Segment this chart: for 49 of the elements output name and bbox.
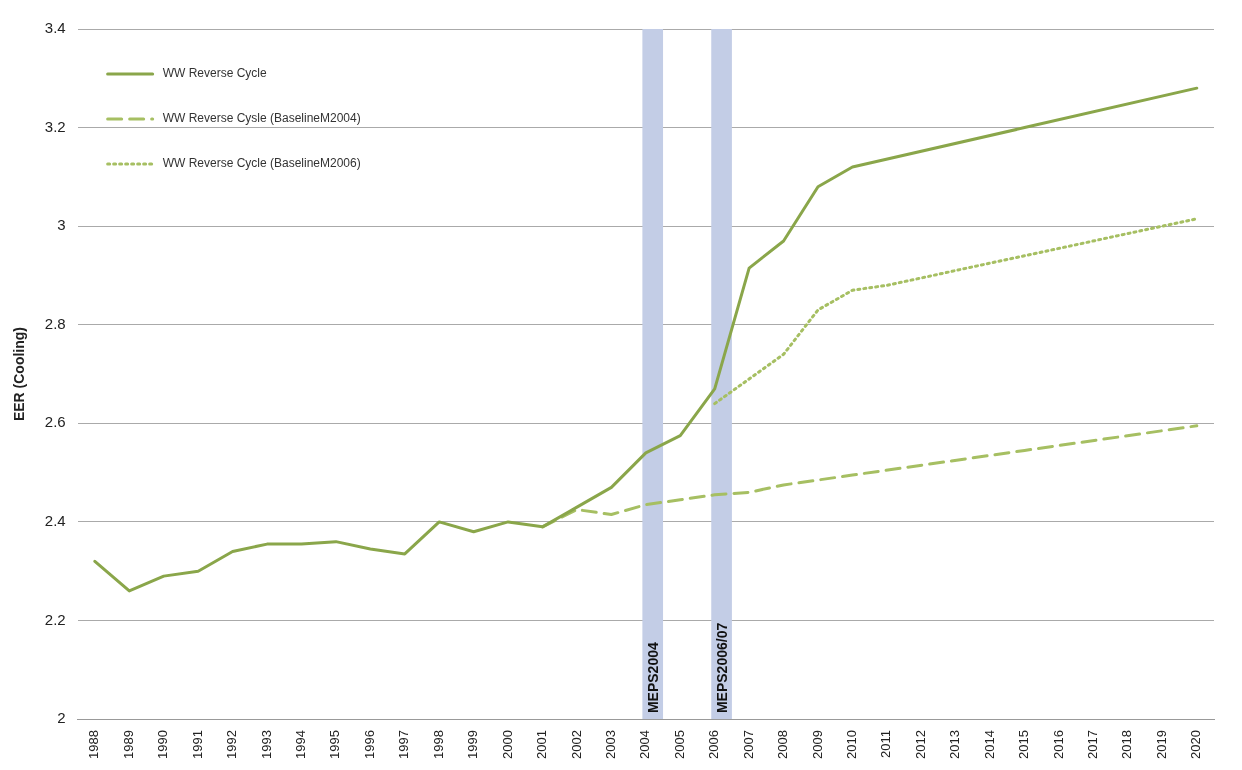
x-tick-label: 2017 (1085, 730, 1101, 759)
x-tick-label: 2010 (844, 730, 860, 759)
x-tick-label: 2009 (809, 730, 825, 759)
x-tick-label: 1991 (189, 730, 205, 759)
x-tick-label: 2000 (499, 730, 515, 759)
line-series (541, 424, 1199, 529)
x-tick-label: 1997 (396, 730, 412, 759)
x-tick-label: 2011 (878, 730, 894, 759)
y-tick-label: 2.2 (44, 610, 66, 628)
x-tick-label: 2012 (912, 730, 928, 759)
y-tick-label: 2.4 (44, 512, 66, 530)
y-tick-label: 3 (57, 216, 66, 234)
y-axis-title: EER (Cooling) (11, 326, 28, 422)
x-tick-label: 2016 (1050, 730, 1066, 759)
x-tick-label: 1995 (327, 730, 343, 759)
x-tick-label: 1994 (293, 730, 309, 759)
x-tick-label: 1996 (361, 730, 377, 759)
band-label: MEPS2006/07 (713, 622, 730, 714)
x-tick-label: 2002 (568, 730, 584, 759)
x-tick-label: 2005 (671, 730, 687, 759)
x-tick-label: 2019 (1153, 730, 1169, 759)
y-tick-label: 3.2 (44, 117, 66, 135)
x-tick-label: 1988 (86, 730, 102, 759)
x-tick-label: 2020 (1188, 730, 1204, 759)
y-tick-label: 2.8 (44, 314, 66, 332)
x-tick-label: 2003 (602, 730, 618, 759)
legend-label: WW Reverse Cycle (BaselineM2006) (162, 156, 361, 171)
x-tick-label: 2018 (1119, 730, 1135, 759)
x-tick-label: 2014 (981, 730, 997, 759)
y-tick-label: 3.4 (44, 19, 66, 37)
x-tick-label: 1992 (224, 730, 240, 759)
x-tick-label: 1999 (465, 730, 481, 759)
x-tick-label: 2008 (775, 730, 791, 759)
x-tick-label: 2013 (947, 730, 963, 759)
x-tick-label: 2015 (1016, 730, 1032, 759)
x-tick-label: 1998 (430, 730, 446, 759)
x-tick-label: 1990 (155, 730, 171, 759)
x-tick-label: 2006 (706, 730, 722, 759)
y-tick-label: 2.6 (44, 413, 66, 431)
legend-label: WW Reverse Cysle (BaselineM2004) (162, 111, 361, 126)
line-series (713, 217, 1199, 406)
x-tick-label: 2004 (637, 730, 653, 759)
band-label: MEPS2004 (644, 642, 661, 714)
x-tick-label: 2007 (740, 730, 756, 759)
x-tick-label: 2001 (534, 730, 550, 759)
x-tick-label: 1993 (258, 730, 274, 759)
x-tick-label: 1989 (120, 730, 136, 759)
y-tick-label: 2 (57, 709, 66, 727)
legend-label: WW Reverse Cycle (162, 66, 267, 81)
